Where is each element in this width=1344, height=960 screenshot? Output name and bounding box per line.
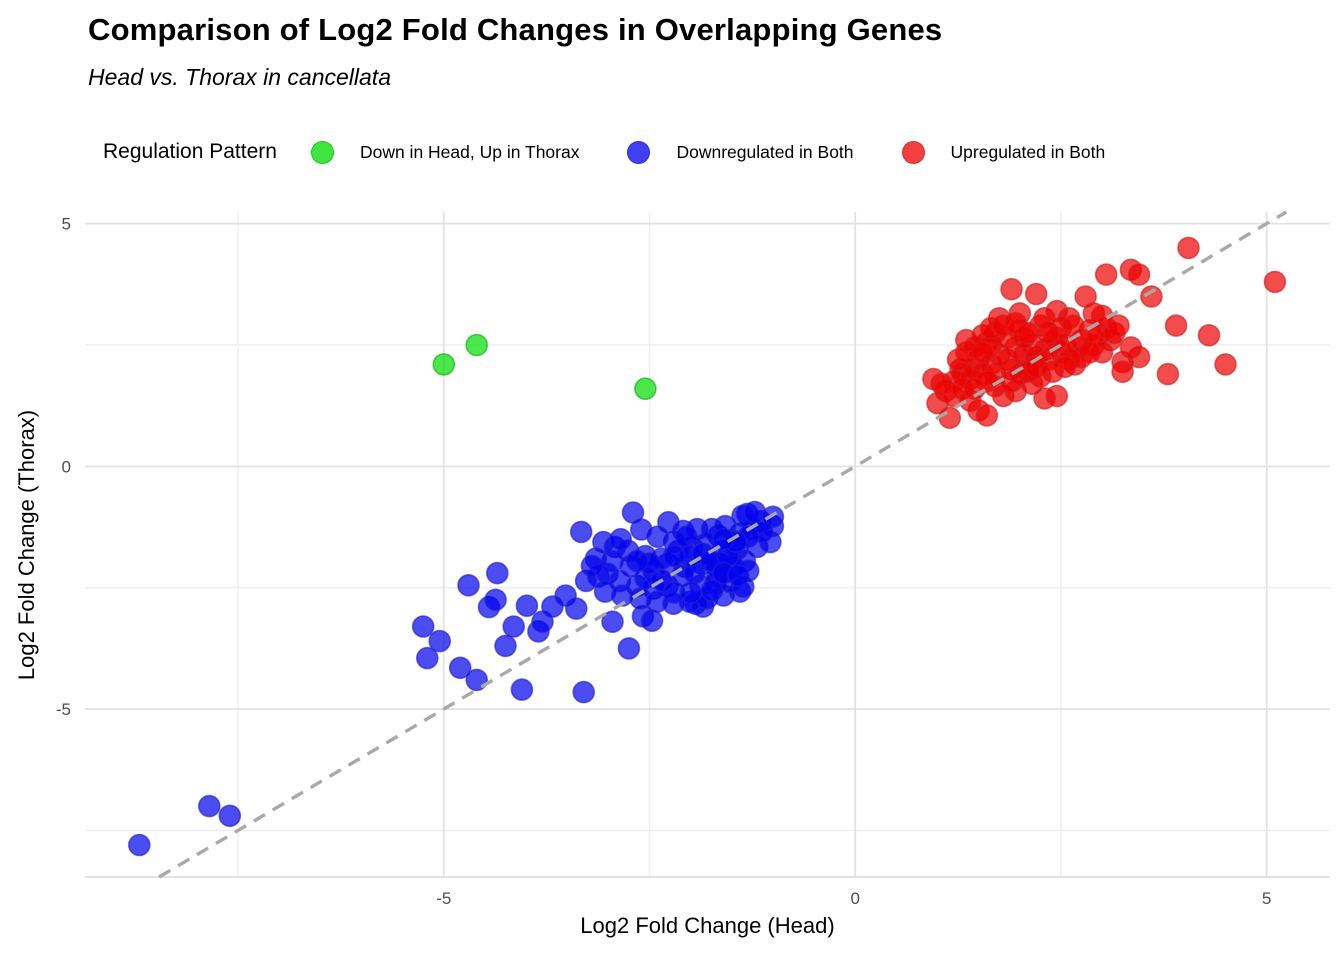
y-tick-label: 0 xyxy=(62,457,71,476)
red-dot-icon xyxy=(901,140,925,164)
data-point xyxy=(1127,263,1151,286)
data-point xyxy=(617,637,641,660)
x-tick-label: 5 xyxy=(1262,889,1271,908)
data-point xyxy=(609,527,633,551)
legend-label: Downregulated in Both xyxy=(676,141,854,162)
data-point xyxy=(629,518,653,541)
data-point xyxy=(569,520,593,544)
data-point xyxy=(128,833,151,857)
data-point xyxy=(457,573,480,597)
data-point xyxy=(494,634,517,658)
data-point xyxy=(727,564,750,587)
data-point xyxy=(625,549,649,573)
data-point xyxy=(1078,340,1101,364)
data-point xyxy=(572,680,596,704)
x-tick-label: 0 xyxy=(850,889,859,908)
data-point xyxy=(485,561,509,585)
data-point xyxy=(415,646,439,670)
series-2 xyxy=(922,236,1287,430)
y-tick-label: 5 xyxy=(62,215,71,234)
data-point xyxy=(448,656,472,680)
data-point xyxy=(1263,270,1287,294)
data-point xyxy=(465,333,489,357)
data-point xyxy=(580,554,604,578)
series-0 xyxy=(432,333,657,401)
data-point xyxy=(432,353,456,376)
data-point xyxy=(564,597,588,620)
data-point xyxy=(198,794,221,818)
data-point xyxy=(510,678,534,701)
data-point xyxy=(1041,360,1064,384)
data-point xyxy=(679,581,702,604)
green-dot-icon xyxy=(310,140,334,164)
data-point xyxy=(975,404,999,427)
data-point xyxy=(1214,353,1237,376)
data-point xyxy=(930,372,953,396)
data-point xyxy=(662,544,686,568)
legend-title: Regulation Pattern xyxy=(103,140,277,163)
data-point xyxy=(938,406,962,430)
data-point xyxy=(502,615,526,638)
data-point xyxy=(1111,360,1134,384)
chart-subtitle: Head vs. Thorax in cancellata xyxy=(88,64,391,90)
data-point xyxy=(1045,384,1069,408)
legend-item-downregulated-both: Downregulated in Both xyxy=(627,140,854,164)
data-point xyxy=(1024,282,1048,306)
identity-line xyxy=(158,210,1288,879)
data-point xyxy=(1000,277,1023,301)
legend-item-upregulated-both: Upregulated in Both xyxy=(901,140,1106,164)
data-point xyxy=(1119,336,1143,359)
data-point xyxy=(1140,285,1163,308)
data-point xyxy=(411,615,435,638)
data-point xyxy=(675,525,698,549)
data-point xyxy=(971,340,995,364)
x-tick-label: -5 xyxy=(436,889,451,908)
data-point xyxy=(484,588,507,612)
data-point xyxy=(1094,263,1118,286)
data-point xyxy=(601,610,624,634)
data-point xyxy=(428,629,452,653)
data-point xyxy=(1033,306,1056,330)
legend-label: Upregulated in Both xyxy=(950,141,1106,162)
data-point xyxy=(1062,314,1085,337)
data-point xyxy=(1156,362,1180,386)
data-point xyxy=(634,377,657,401)
series-1 xyxy=(128,500,785,857)
data-point xyxy=(1107,314,1130,337)
data-point xyxy=(1164,314,1188,337)
chart-title: Comparison of Log2 Fold Changes in Overl… xyxy=(88,12,943,47)
data-point xyxy=(515,594,539,618)
data-point xyxy=(1197,323,1221,347)
data-point xyxy=(640,609,664,633)
data-point xyxy=(1016,321,1040,345)
data-point xyxy=(1177,236,1200,260)
y-tick-label: -5 xyxy=(56,700,71,719)
legend: Regulation Pattern Down in Head, Up in T… xyxy=(103,136,1153,168)
x-axis-title: Log2 Fold Change (Head) xyxy=(580,913,835,938)
legend-item-down-head-up-thorax: Down in Head, Up in Thorax xyxy=(310,140,580,164)
data-point xyxy=(218,804,242,828)
blue-dot-icon xyxy=(627,140,651,164)
legend-label: Down in Head, Up in Thorax xyxy=(359,141,580,162)
y-axis-title: Log2 Fold Change (Thorax) xyxy=(14,409,39,681)
